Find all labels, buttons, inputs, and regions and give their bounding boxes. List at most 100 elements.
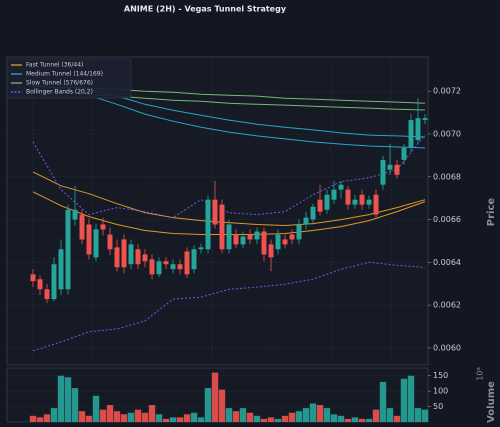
candles xyxy=(30,98,428,304)
candle-body xyxy=(233,234,239,245)
candle-body xyxy=(51,264,57,300)
volume-tick-label: 150 xyxy=(433,371,448,380)
candle-body xyxy=(240,236,246,245)
candle-body xyxy=(394,164,400,175)
candle-body xyxy=(408,120,414,148)
y-tick-label: 0.0068 xyxy=(433,172,461,181)
legend-box xyxy=(6,58,132,99)
volume-bar xyxy=(162,418,170,422)
volume-bar xyxy=(358,418,366,422)
volume-bar xyxy=(71,388,79,422)
candle-body xyxy=(226,224,232,250)
candle-body xyxy=(289,234,295,240)
volume-bar xyxy=(78,411,86,422)
candle-body xyxy=(156,261,162,275)
volume-bar xyxy=(99,409,107,422)
volume-bar xyxy=(43,414,51,422)
volume-bar xyxy=(316,405,324,422)
volume-bar xyxy=(372,409,380,422)
ticks: 0.0060 0.0062 0.0064 0.0066 0.0068 0.0070 0.00… xyxy=(428,87,461,411)
candle-body xyxy=(282,239,288,245)
volume-bar xyxy=(400,378,408,422)
volume-bar xyxy=(414,408,422,422)
volume-bar xyxy=(148,405,156,422)
volume-bar xyxy=(183,414,191,422)
volume-bar xyxy=(190,412,198,422)
candle-body xyxy=(72,209,78,220)
candle-body xyxy=(275,234,281,250)
candle-body xyxy=(219,204,225,250)
candle-body xyxy=(198,247,204,250)
volume-bar xyxy=(407,375,415,422)
volumes xyxy=(29,372,429,422)
volume-bar xyxy=(176,417,184,422)
candle-body xyxy=(324,194,330,210)
overlay-line xyxy=(32,134,426,219)
candle-body xyxy=(331,189,337,200)
volume-bar xyxy=(197,417,205,422)
candle-body xyxy=(387,164,393,170)
candle-body xyxy=(401,147,407,160)
y-tick-label: 0.0070 xyxy=(433,130,461,139)
vertical-grid xyxy=(32,57,392,365)
candle-body xyxy=(373,194,379,215)
candle-body xyxy=(212,199,218,225)
candle-body xyxy=(296,224,302,240)
candle-body xyxy=(58,249,64,290)
volume-bar xyxy=(379,381,387,422)
candle-body xyxy=(191,249,197,270)
volume-tick-label: 100 xyxy=(433,387,448,396)
volume-bar xyxy=(260,418,268,422)
volume-bar xyxy=(134,409,142,422)
volume-bar xyxy=(253,415,261,422)
candle-body xyxy=(170,264,176,270)
candle-body xyxy=(128,244,134,265)
volume-bar xyxy=(330,414,338,422)
candle-body xyxy=(415,118,421,140)
candle-body xyxy=(30,274,36,282)
volume-bar xyxy=(239,408,247,422)
candle-body xyxy=(352,199,358,205)
volume-bar xyxy=(267,417,275,422)
legend-label: Medium Tunnel (144/169) xyxy=(26,71,103,78)
candle-body xyxy=(261,231,267,255)
volume-bar xyxy=(218,389,226,422)
volume-bar xyxy=(29,415,37,422)
candle-body xyxy=(338,184,344,190)
volume-bar xyxy=(106,405,114,422)
legend-label: Slow Tunnel (576/676) xyxy=(26,80,93,87)
volume-bar xyxy=(211,372,219,422)
volume-bar xyxy=(365,418,373,422)
volume-bar xyxy=(274,418,282,422)
volume-bar xyxy=(50,408,58,422)
volume-bar xyxy=(386,408,394,422)
candle-body xyxy=(93,229,99,258)
y-tick-label: 0.0064 xyxy=(433,258,461,267)
y-axis-label: Price xyxy=(486,198,497,227)
candle-body xyxy=(79,214,85,240)
y-tick-label: 0.0066 xyxy=(433,215,461,224)
volume-bar xyxy=(344,418,352,422)
candle-body xyxy=(268,244,274,258)
volume-bar xyxy=(113,411,121,422)
candle-body xyxy=(65,209,71,290)
volume-bar xyxy=(225,408,233,422)
volume-bar xyxy=(85,415,93,422)
candle-body xyxy=(366,199,372,205)
candle-body xyxy=(114,247,120,268)
candle-body xyxy=(135,249,141,265)
candle-body xyxy=(254,231,260,240)
volume-bar xyxy=(295,411,303,422)
volume-bar xyxy=(393,415,401,422)
volume-bar xyxy=(155,414,163,422)
volume-bar xyxy=(127,412,135,422)
chart-title: ANIME (2H) - Vegas Tunnel Strategy xyxy=(124,5,287,14)
volume-bar xyxy=(281,415,289,422)
candle-body xyxy=(380,159,386,185)
volume-bar xyxy=(351,417,359,422)
volume-tick-label: 50 xyxy=(433,402,443,411)
y-tick-label: 0.0062 xyxy=(433,301,461,310)
volume-bar xyxy=(57,375,65,422)
volume-bar xyxy=(288,412,296,422)
